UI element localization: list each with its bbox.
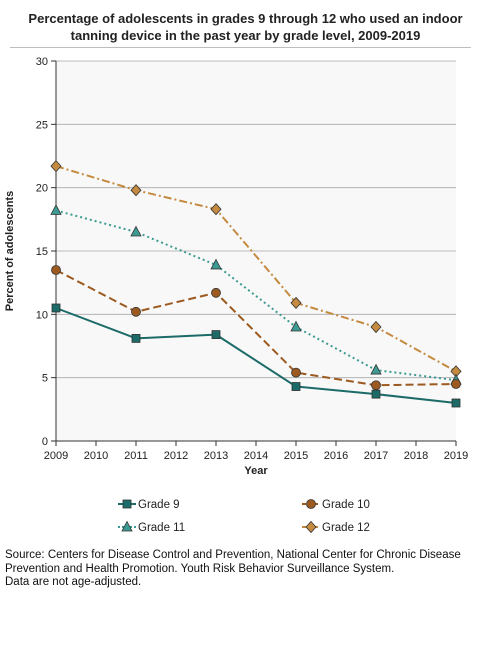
- x-tick-label: 2012: [164, 450, 188, 462]
- x-tick-label: 2013: [204, 450, 228, 462]
- x-axis-title: Year: [244, 465, 268, 477]
- x-tick-label: 2016: [324, 450, 348, 462]
- data-point: [290, 320, 302, 332]
- data-point: [50, 204, 62, 215]
- line-chart: 0 5 10 15 20 25 30 2009 2010 2011 2012 2013 2014 2015…: [4, 56, 468, 534]
- data-point: [451, 379, 461, 389]
- legend-item-grade-12: Grade 12: [302, 520, 370, 534]
- series-line-grade-9: [55, 307, 457, 404]
- x-tick-label: 2019: [444, 450, 468, 462]
- y-tick-label: 5: [42, 373, 48, 385]
- source-line: Source: Centers for Disease Control and …: [5, 549, 461, 561]
- legend-marker: [122, 499, 132, 509]
- data-point: [371, 380, 381, 391]
- legend-marker: [306, 499, 316, 509]
- data-point: [211, 330, 221, 340]
- legend-label: Grade 11: [138, 522, 185, 534]
- x-tick-label: 2015: [284, 450, 308, 462]
- data-point: [50, 160, 62, 173]
- data-point: [290, 296, 302, 310]
- source-line: Data are not age-adjusted.: [5, 576, 142, 588]
- data-point: [210, 203, 222, 216]
- data-point: [131, 306, 141, 317]
- x-tick-label: 2009: [44, 450, 68, 462]
- y-tick-label: 30: [36, 56, 48, 68]
- series-line-grade-12: [55, 165, 457, 373]
- data-point: [130, 184, 142, 197]
- y-tick-label: 10: [36, 309, 48, 321]
- data-point: [210, 258, 222, 270]
- data-point: [211, 287, 221, 298]
- x-tick-label: 2017: [364, 450, 388, 462]
- series-line-grade-10: [55, 269, 457, 387]
- data-point: [370, 320, 382, 334]
- legend-label: Grade 12: [322, 522, 370, 534]
- source-note: Source: Centers for Disease Control and …: [5, 549, 486, 590]
- legend-item-grade-11: Grade 11: [118, 520, 185, 534]
- data-point: [131, 333, 141, 343]
- data-point: [51, 265, 61, 275]
- y-tick-label: 15: [36, 246, 48, 258]
- data-point: [371, 389, 381, 399]
- source-line: Prevention and Health Promotion. Youth R…: [5, 562, 395, 575]
- y-tick-label: 25: [36, 119, 48, 131]
- data-point: [370, 363, 382, 375]
- x-tick-label: 2014: [244, 450, 268, 462]
- title-divider: [10, 47, 471, 48]
- data-point: [291, 382, 301, 391]
- x-tick-label: 2010: [84, 450, 108, 462]
- legend-marker: [121, 520, 133, 532]
- data-point: [130, 225, 142, 237]
- y-axis-title: Percent of adolescents: [4, 191, 16, 311]
- data-point: [291, 367, 301, 378]
- legend-label: Grade 9: [138, 499, 180, 511]
- data-point: [51, 303, 61, 313]
- x-tick-label: 2011: [124, 450, 148, 462]
- y-tick-label: 0: [42, 436, 48, 448]
- legend-label: Grade 10: [322, 499, 370, 511]
- data-point: [451, 398, 461, 408]
- x-tick-label: 2018: [404, 450, 428, 462]
- y-tick-label: 20: [36, 183, 48, 195]
- legend-marker: [305, 520, 317, 534]
- legend-item-grade-10: Grade 10: [302, 499, 370, 511]
- chart-title: Percentage of adolescents in grades 9 th…: [28, 11, 463, 43]
- legend-item-grade-9: Grade 9: [118, 499, 180, 511]
